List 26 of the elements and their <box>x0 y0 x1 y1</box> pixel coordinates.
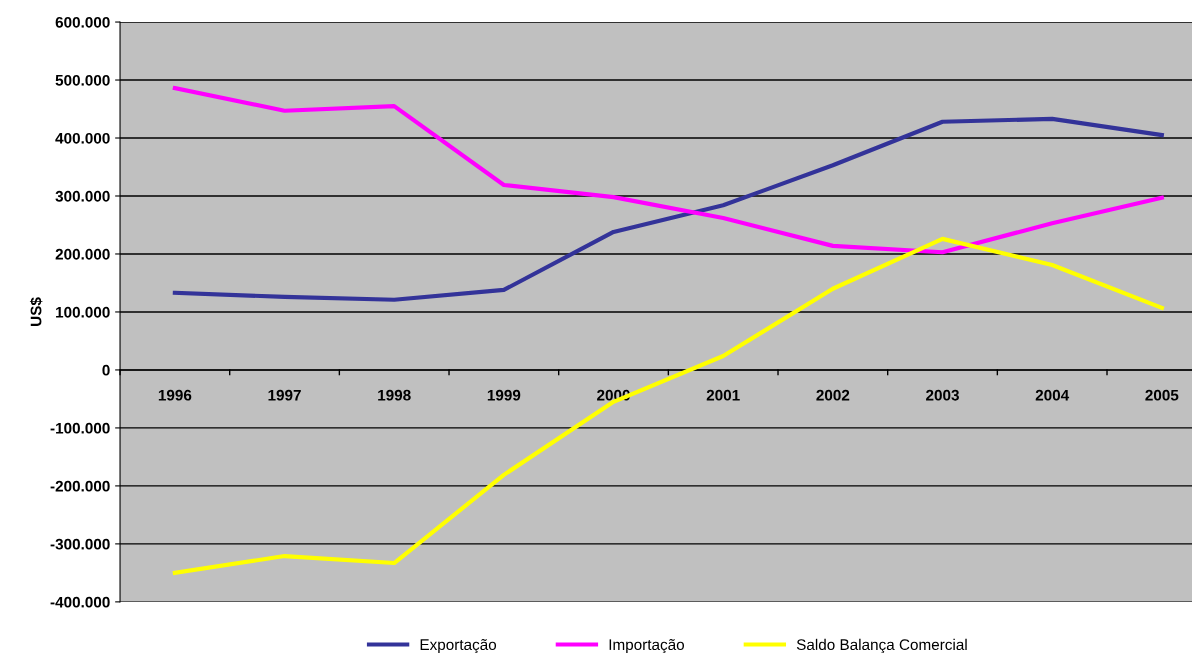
x-tick-label: 1997 <box>268 389 301 401</box>
legend-label: Importação <box>609 638 685 654</box>
legend-label: Exportação <box>420 638 497 654</box>
x-tick-label: 1996 <box>158 389 192 401</box>
y-tick-label: -200.000 <box>50 480 110 492</box>
y-tick-label: 300.000 <box>55 190 110 202</box>
y-tick-label: 100.000 <box>56 306 110 318</box>
x-tick-label: 2001 <box>706 389 740 401</box>
y-tick-label: 500.000 <box>55 74 110 86</box>
x-tick-label: 2003 <box>926 389 959 401</box>
y-tick-label: -300.000 <box>50 538 110 550</box>
y-tick-label: 0 <box>102 364 110 376</box>
y-tick-label: -100.000 <box>50 422 110 434</box>
x-tick-label: 2005 <box>1145 389 1179 401</box>
line-series <box>172 86 1164 255</box>
y-tick-label: 600.000 <box>55 16 110 28</box>
y-tick-label: 400.000 <box>55 132 110 144</box>
line-series <box>172 116 1164 302</box>
x-tick-label: 1998 <box>378 389 411 401</box>
y-tick-label: -400.000 <box>50 596 110 608</box>
y-tick-label: 200.000 <box>55 248 110 260</box>
y-axis-title: US$ <box>29 297 43 326</box>
legend-label: Saldo Balança Comercial <box>796 638 967 654</box>
x-tick-label: 2004 <box>1035 389 1070 401</box>
x-tick-label: 1999 <box>487 389 521 401</box>
x-tick-label: 2002 <box>816 389 850 401</box>
